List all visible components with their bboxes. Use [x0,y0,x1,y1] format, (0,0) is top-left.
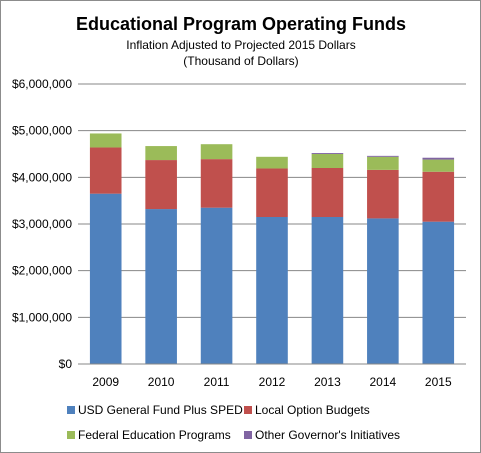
x-tick-label: 2014 [370,375,397,389]
y-tick-label: $4,000,000 [12,170,72,184]
bars [89,133,455,364]
bar-other-governor-s-initiatives-2014 [367,155,399,157]
bar-usd-general-fund-plus-sped-2010 [145,209,177,364]
x-tick-label: 2009 [92,375,119,389]
legend-swatch [244,431,252,439]
y-axis-tick-labels: $0 $1,000,000 $2,000,000 $3,000,000 $4,000,0… [12,77,72,371]
x-tick-label: 2011 [204,375,230,389]
bar-federal-education-programs-2009 [89,133,122,148]
y-tick-label: $6,000,000 [12,77,72,91]
x-tick-label: 2012 [259,375,286,389]
legend-label: USD General Fund Plus SPED [78,403,243,417]
legend-swatch [244,406,252,414]
bar-usd-general-fund-plus-sped-2013 [311,217,344,364]
legend: USD General Fund Plus SPED Local Option B… [67,403,400,442]
y-tick-label: $0 [59,357,73,371]
x-axis-tick-labels: 2009 2010 2011 2012 2013 2014 2015 [92,375,452,389]
x-tick-label: 2010 [148,375,175,389]
legend-item: Federal Education Programs [67,428,231,442]
bar-usd-general-fund-plus-sped-2011 [200,207,233,364]
chart-title: Educational Program Operating Funds [76,14,406,34]
y-tick-label: $1,000,000 [12,310,72,324]
legend-label: Federal Education Programs [78,428,231,442]
bar-federal-education-programs-2010 [145,146,177,161]
bar-other-governor-s-initiatives-2013 [311,153,344,154]
chart-subtitle-line-2: (Thousand of Dollars) [183,54,298,68]
y-tick-label: $2,000,000 [12,264,72,278]
y-tick-label: $3,000,000 [12,217,72,231]
bar-federal-education-programs-2014 [367,156,399,170]
bar-federal-education-programs-2012 [256,156,288,169]
bar-usd-general-fund-plus-sped-2015 [422,221,455,364]
legend-swatch [67,406,75,414]
bar-local-option-budgets-2011 [200,159,233,208]
bar-local-option-budgets-2014 [367,169,399,219]
bar-local-option-budgets-2010 [145,160,177,210]
bar-other-governor-s-initiatives-2015 [422,157,455,160]
bar-local-option-budgets-2013 [311,168,344,217]
legend-item: Other Governor's Initiatives [244,428,400,442]
bar-local-option-budgets-2012 [256,168,288,217]
y-tick-label: $5,000,000 [12,124,72,138]
x-tick-label: 2015 [425,375,452,389]
legend-label: Local Option Budgets [255,403,370,417]
legend-item: Local Option Budgets [244,403,370,417]
legend-item: USD General Fund Plus SPED [67,403,243,417]
bar-local-option-budgets-2009 [89,147,122,194]
bar-federal-education-programs-2013 [311,154,344,168]
bar-federal-education-programs-2011 [200,144,233,160]
bar-local-option-budgets-2015 [422,171,455,222]
chart-subtitle-line-1: Inflation Adjusted to Projected 2015 Dol… [126,38,355,52]
x-tick-label: 2013 [314,375,341,389]
bar-federal-education-programs-2015 [422,159,455,172]
legend-label: Other Governor's Initiatives [255,428,400,442]
legend-swatch [67,431,75,439]
bar-usd-general-fund-plus-sped-2009 [89,193,122,364]
bar-usd-general-fund-plus-sped-2012 [256,217,288,364]
bar-usd-general-fund-plus-sped-2014 [367,218,399,364]
